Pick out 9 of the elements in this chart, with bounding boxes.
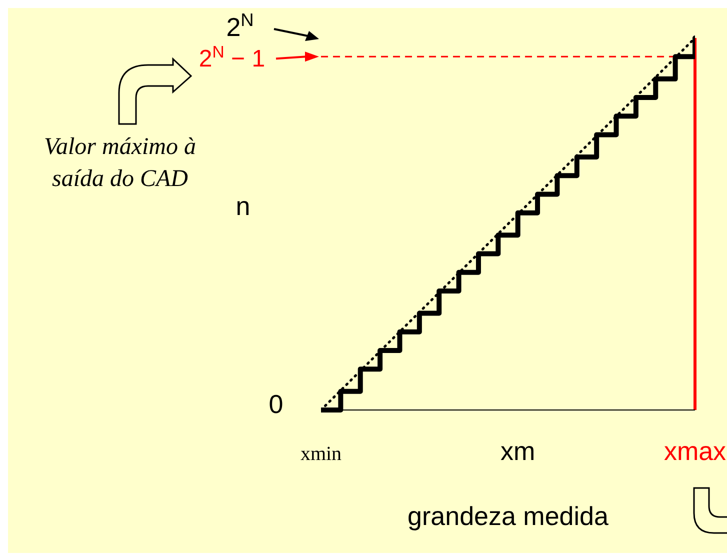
y-axis-title: n: [236, 191, 250, 221]
text: Valor máximo à saída do CAD: [44, 134, 196, 192]
x-axis-title: grandeza medida: [408, 501, 609, 531]
ref-line-label: 2$^{N}$ − 1: [198, 42, 266, 73]
x-tick-label: xmax: [664, 436, 726, 466]
text: 2$^{N}$: [226, 10, 254, 42]
x-tick-label: xmin: [300, 443, 342, 465]
text: 0: [268, 389, 284, 419]
x-tick-label: xm: [500, 436, 536, 466]
